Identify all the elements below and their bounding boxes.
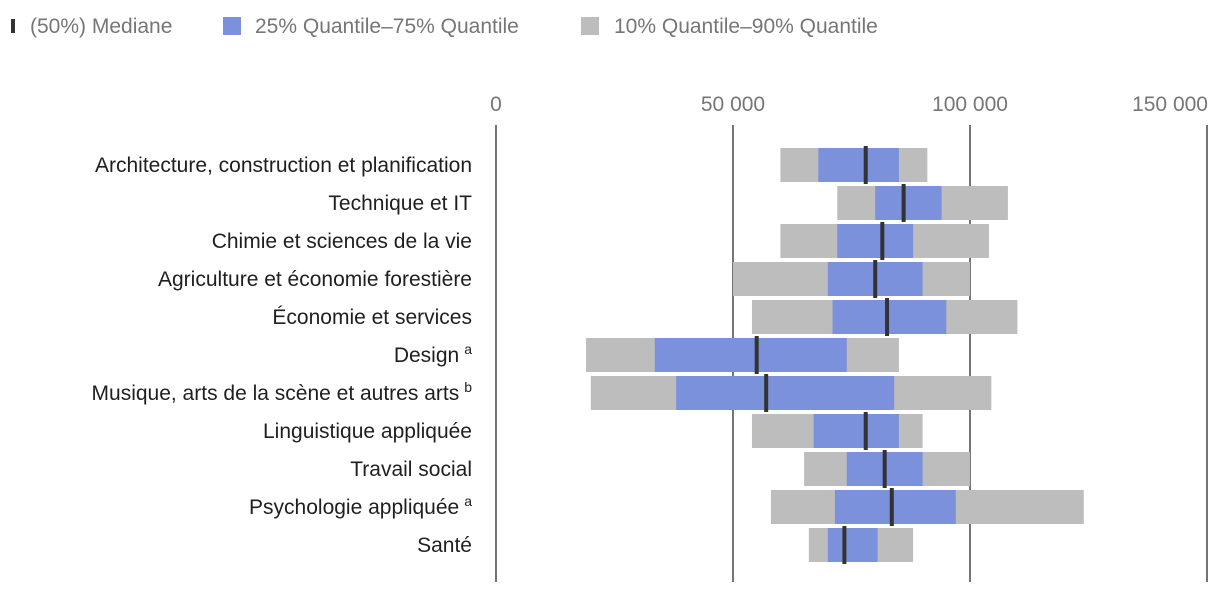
footnote-marker: b: [464, 379, 472, 395]
median-marker: [863, 412, 868, 450]
footnote-marker: a: [464, 493, 472, 509]
legend-label-iqr: 25% Quantile–75% Quantile: [255, 15, 519, 38]
category-label: Linguistique appliquée: [263, 420, 472, 443]
legend-label-median: (50%) Mediane: [30, 15, 172, 38]
median-marker: [901, 184, 906, 222]
category-label: Musique, arts de la scène et autres arts…: [92, 379, 473, 405]
range-bar-25-75: [834, 490, 956, 524]
median-marker: [842, 526, 847, 564]
footnote-marker: a: [464, 341, 472, 357]
legend-swatch-range: [581, 17, 599, 35]
median-marker: [754, 336, 759, 374]
range-bar-25-75: [818, 148, 899, 182]
category-label-text: Santé: [417, 534, 472, 557]
category-label-text: Psychologie appliquée: [249, 496, 459, 519]
range-bar-25-75: [832, 300, 947, 334]
category-label-text: Musique, arts de la scène et autres arts: [92, 382, 460, 405]
category-label-text: Design: [394, 344, 459, 367]
median-marker: [882, 450, 887, 488]
category-label-text: Travail social: [350, 458, 472, 481]
x-tick-label: 0: [490, 93, 502, 116]
category-label-text: Linguistique appliquée: [263, 420, 472, 443]
range-bar-25-75: [875, 186, 942, 220]
legend-swatch-iqr: [223, 17, 241, 35]
median-marker: [880, 222, 885, 260]
x-axis-tick-labels: 0 50 000 100 000 150 000: [490, 93, 1208, 116]
range-bar-25-75: [676, 376, 895, 410]
category-labels: Architecture, construction et planificat…: [92, 154, 473, 557]
median-marker: [863, 146, 868, 184]
range-bar-25-75: [813, 414, 899, 448]
category-label-text: Technique et IT: [328, 192, 472, 215]
category-label: Psychologie appliquée a: [249, 493, 472, 519]
legend-swatch-median: [11, 19, 15, 33]
median-marker: [885, 298, 890, 336]
median-marker: [764, 374, 769, 412]
category-label-text: Économie et services: [272, 306, 472, 329]
category-label: Travail social: [350, 458, 472, 481]
median-marker: [873, 260, 878, 298]
bars: [586, 146, 1084, 564]
x-tick-label: 100 000: [932, 93, 1008, 116]
range-bar-25-75: [837, 224, 914, 258]
median-marker: [889, 488, 894, 526]
category-label: Architecture, construction et planificat…: [95, 154, 472, 177]
category-label-text: Chimie et sciences de la vie: [212, 230, 472, 253]
x-tick-label: 150 000: [1132, 93, 1208, 116]
range-bar-25-75: [654, 338, 847, 372]
category-label: Technique et IT: [328, 192, 472, 215]
x-tick-label: 50 000: [701, 93, 765, 116]
category-label: Santé: [417, 534, 472, 557]
legend: (50%) Mediane 25% Quantile–75% Quantile …: [11, 15, 878, 38]
range-bar-25-75: [827, 528, 878, 562]
category-label: Économie et services: [272, 306, 472, 329]
category-label-text: Architecture, construction et planificat…: [95, 154, 472, 177]
category-label: Agriculture et économie forestière: [158, 268, 472, 291]
category-label: Chimie et sciences de la vie: [212, 230, 472, 253]
legend-label-range: 10% Quantile–90% Quantile: [614, 15, 878, 38]
category-label-text: Agriculture et économie forestière: [158, 268, 472, 291]
category-label: Design a: [394, 341, 472, 367]
